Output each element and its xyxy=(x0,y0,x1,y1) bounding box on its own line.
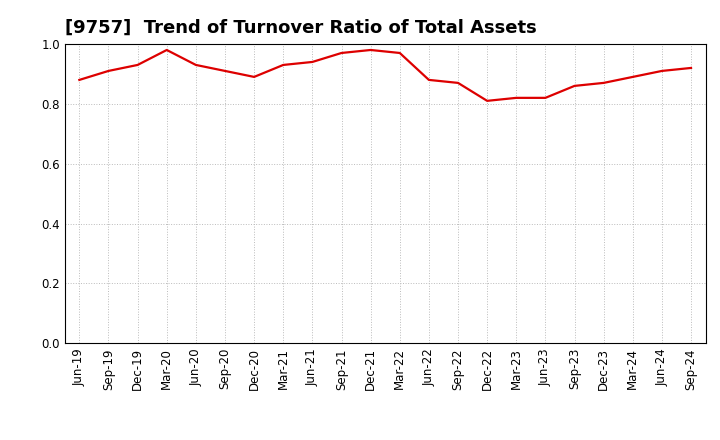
Text: [9757]  Trend of Turnover Ratio of Total Assets: [9757] Trend of Turnover Ratio of Total … xyxy=(65,19,536,37)
